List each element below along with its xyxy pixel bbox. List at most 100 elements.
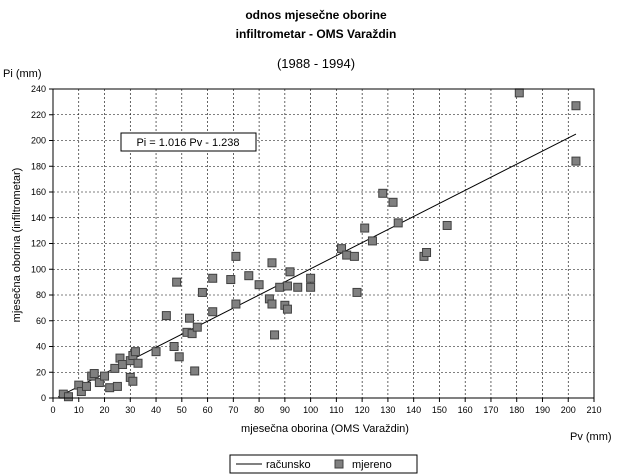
data-point [244,271,254,281]
y-tick-label: 20 [36,367,46,377]
regression-line [57,133,577,398]
equation-box-frame [120,132,257,152]
y-tick-label: 40 [36,342,46,352]
data-point [174,352,184,362]
x-tick-label: 190 [535,405,550,415]
data-point [100,371,110,381]
y-axis-label: mjesečna oborina (infiltrometar) [11,168,23,323]
x-tick-label: 90 [280,405,290,415]
data-point [105,383,115,393]
plot-frame [52,88,595,399]
x-tick-label: 10 [74,405,84,415]
y-tick-label: 180 [31,161,46,171]
x-tick-label: 160 [458,405,473,415]
x-tick-label: 50 [177,405,187,415]
data-point [254,280,264,290]
data-point [226,275,236,285]
x-tick-label: 180 [509,405,524,415]
y-unit-label: Pi (mm) [3,68,42,80]
data-point [81,381,91,391]
equation-text: Pi = 1.016 Pv - 1.238 [136,137,239,149]
data-point [282,281,292,291]
x-tick-label: 170 [483,405,498,415]
data-point [571,156,581,166]
data-point [208,273,218,283]
data-point [76,387,86,397]
data-point [151,347,161,357]
x-tick-label: 200 [561,405,576,415]
data-point [89,369,99,379]
y-tick-label: 80 [36,290,46,300]
y-tick-label: 120 [31,239,46,249]
data-point [514,88,524,98]
legend-marker-swatch [334,459,344,469]
data-point [352,287,362,297]
data-point [169,342,179,351]
data-point [285,267,295,277]
x-unit-label: Pv (mm) [570,431,612,443]
x-tick-label: 80 [254,405,264,415]
x-tick-label: 70 [228,405,238,415]
y-tick-label: 200 [31,136,46,146]
data-point [306,282,316,292]
data-point [442,220,452,230]
y-tick-label: 220 [31,110,46,120]
y-tick-label: 0 [41,393,46,403]
equation-box: Pi = 1.016 Pv - 1.238 [120,132,257,152]
y-tick-label: 60 [36,316,46,326]
regression-line-group [57,133,577,398]
data-point [378,188,388,198]
data-point [367,236,377,246]
data-point [267,299,277,309]
data-point [208,307,218,317]
legend-line-label: računsko [266,459,311,471]
data-point [185,313,195,323]
data-point [197,287,207,297]
legend-marker-label: mjereno [352,459,392,471]
data-point [571,101,581,111]
grid [53,89,594,398]
data-point [110,363,120,373]
data-point [349,251,359,261]
data-point [306,273,316,283]
y-ticks: 0 20 40 60 80 100 120 140 160 180 200 220 240 [31,84,53,403]
data-point [388,197,398,207]
x-tick-label: 60 [203,405,213,415]
data-point [422,248,432,258]
x-tick-label: 20 [100,405,110,415]
x-axis-label: mjesečna oborina (OMS Varaždin) [241,423,409,435]
y-tick-label: 140 [31,213,46,223]
x-tick-label: 30 [125,405,135,415]
data-point [293,282,303,292]
data-point [172,277,182,287]
chart-title-line2: infiltrometar - OMS Varaždin [236,27,397,41]
x-ticks: 0 10 20 30 40 50 60 70 80 90 100 110 120 130 140 150 160… [50,398,602,415]
y-tick-label: 160 [31,187,46,197]
x-tick-label: 0 [50,405,55,415]
data-point [231,251,241,261]
x-tick-label: 100 [303,405,318,415]
chart-subtitle: (1988 - 1994) [277,56,355,71]
data-point [130,347,140,357]
data-point [190,366,200,376]
data-point [118,360,128,370]
x-tick-label: 210 [586,405,601,415]
data-point [267,258,277,268]
y-tick-label: 240 [31,84,46,94]
x-tick-label: 40 [151,405,161,415]
data-point [282,304,292,314]
x-tick-label: 110 [329,405,343,415]
data-point [112,381,122,391]
data-point [231,299,241,309]
data-point [337,244,347,254]
data-point [360,223,370,233]
data-point [63,392,73,402]
legend: računsko mjereno [229,454,418,474]
legend-frame [229,454,418,474]
data-point [187,329,197,339]
x-tick-label: 150 [432,405,447,415]
x-tick-label: 120 [355,405,370,415]
x-tick-label: 140 [406,405,421,415]
data-point [275,282,285,292]
